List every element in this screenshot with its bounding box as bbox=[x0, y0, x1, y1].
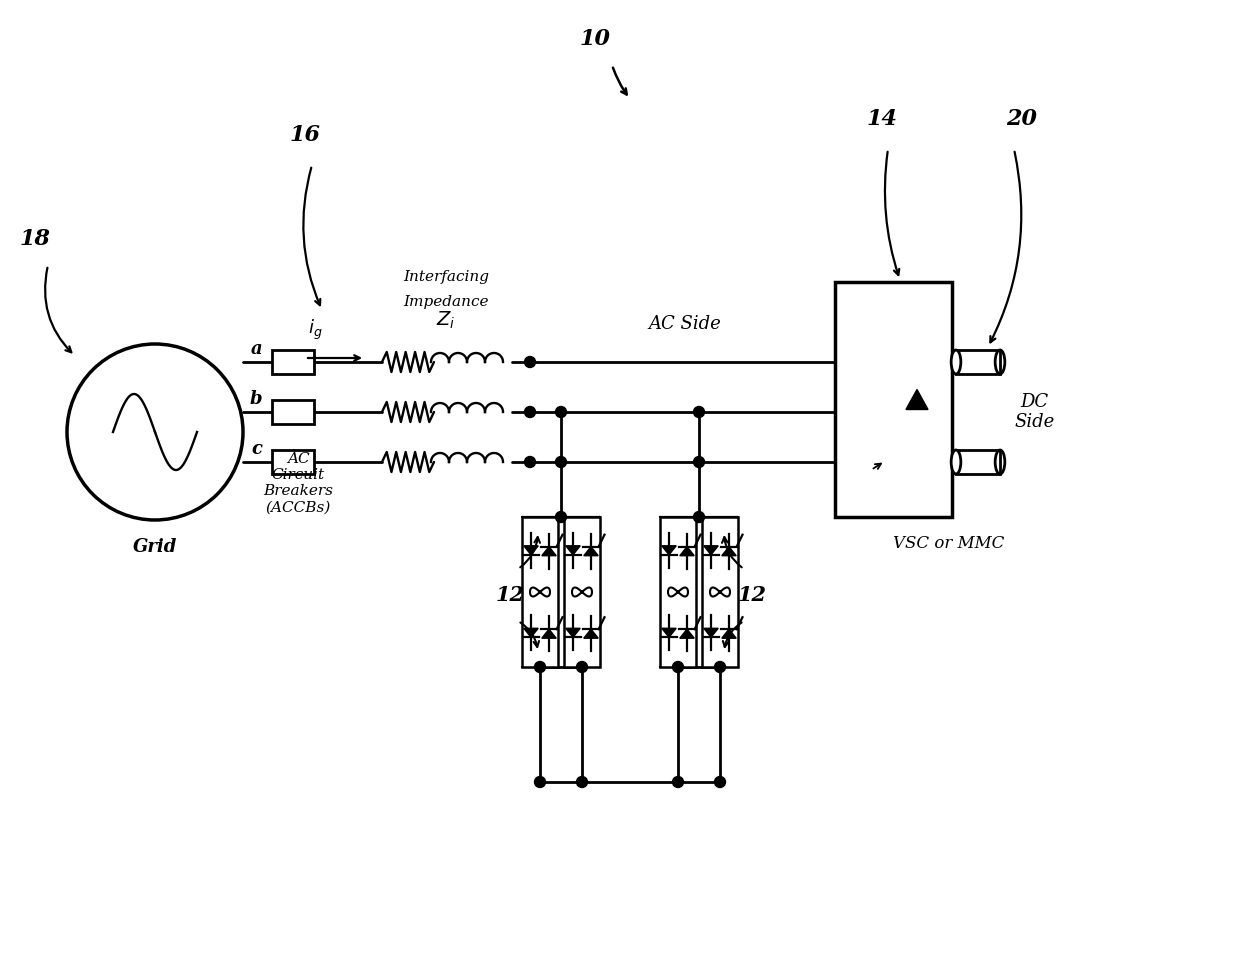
Circle shape bbox=[672, 661, 683, 672]
Text: 12: 12 bbox=[738, 585, 766, 605]
Bar bbox=[522, 517, 558, 667]
Text: 14: 14 bbox=[867, 108, 898, 130]
Bar bbox=[272, 450, 314, 474]
Bar bbox=[702, 517, 738, 667]
Circle shape bbox=[556, 406, 567, 418]
Text: 12: 12 bbox=[496, 585, 525, 605]
Polygon shape bbox=[722, 546, 737, 556]
Text: 18: 18 bbox=[20, 228, 51, 250]
Text: a: a bbox=[250, 340, 262, 358]
Text: Interfacing: Interfacing bbox=[403, 270, 489, 284]
Circle shape bbox=[556, 512, 567, 522]
Polygon shape bbox=[662, 545, 676, 555]
Polygon shape bbox=[680, 546, 694, 556]
Polygon shape bbox=[704, 629, 718, 637]
Text: 10: 10 bbox=[579, 28, 610, 50]
Text: DC
Side: DC Side bbox=[1014, 393, 1054, 431]
Polygon shape bbox=[704, 545, 718, 555]
Circle shape bbox=[714, 777, 725, 787]
Circle shape bbox=[525, 357, 536, 367]
Circle shape bbox=[556, 456, 567, 467]
Polygon shape bbox=[722, 630, 737, 638]
Circle shape bbox=[525, 406, 536, 418]
Circle shape bbox=[693, 406, 704, 418]
Circle shape bbox=[714, 661, 725, 672]
Bar bbox=[272, 350, 314, 374]
Ellipse shape bbox=[951, 350, 961, 374]
Polygon shape bbox=[523, 545, 538, 555]
Text: VSC or MMC: VSC or MMC bbox=[893, 535, 1004, 552]
Text: AC Side: AC Side bbox=[649, 315, 722, 333]
Bar bbox=[660, 517, 696, 667]
Bar bbox=[956, 450, 999, 474]
Circle shape bbox=[577, 777, 588, 787]
Text: $i_g$: $i_g$ bbox=[308, 318, 322, 342]
Polygon shape bbox=[565, 629, 580, 637]
Text: c: c bbox=[250, 440, 262, 458]
Polygon shape bbox=[584, 630, 598, 638]
Text: Grid: Grid bbox=[133, 538, 177, 556]
Text: Impedance: Impedance bbox=[403, 295, 489, 309]
Text: 16: 16 bbox=[289, 124, 320, 146]
Circle shape bbox=[534, 661, 546, 672]
Bar bbox=[272, 400, 314, 424]
Polygon shape bbox=[584, 546, 598, 556]
Polygon shape bbox=[906, 390, 928, 409]
Text: 20: 20 bbox=[1007, 108, 1038, 130]
Circle shape bbox=[672, 777, 683, 787]
Circle shape bbox=[577, 661, 588, 672]
Text: $Z_i$: $Z_i$ bbox=[436, 309, 456, 331]
Ellipse shape bbox=[951, 450, 961, 474]
Circle shape bbox=[693, 456, 704, 467]
Bar bbox=[956, 350, 999, 374]
Bar bbox=[835, 282, 952, 517]
Circle shape bbox=[534, 777, 546, 787]
Polygon shape bbox=[680, 630, 694, 638]
Bar bbox=[564, 517, 600, 667]
Polygon shape bbox=[542, 630, 557, 638]
Circle shape bbox=[525, 456, 536, 467]
Polygon shape bbox=[542, 546, 557, 556]
Polygon shape bbox=[565, 545, 580, 555]
Text: b: b bbox=[249, 390, 262, 408]
Polygon shape bbox=[662, 629, 676, 637]
Polygon shape bbox=[523, 629, 538, 637]
Circle shape bbox=[693, 512, 704, 522]
Text: AC
Circuit
Breakers
(ACCBs): AC Circuit Breakers (ACCBs) bbox=[263, 452, 334, 514]
